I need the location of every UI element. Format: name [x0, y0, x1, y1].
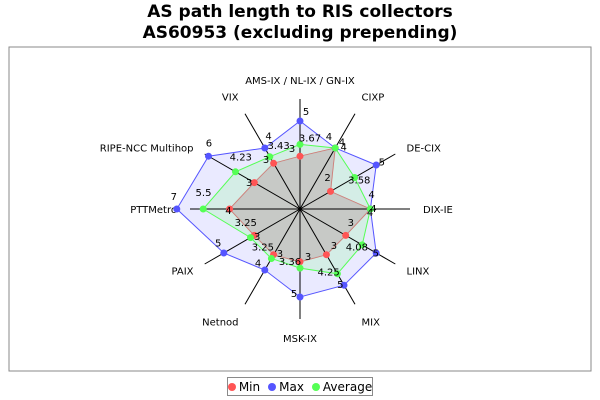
- average-value-label-ams-ix-nl-ix-gn-ix: 3.67: [299, 134, 321, 145]
- max-value-label-ripe-ncc-multihop: 6: [206, 139, 212, 150]
- average-point-netnod: [267, 255, 275, 262]
- average-point-pttmetro: [199, 205, 207, 213]
- max-value-label-netnod: 4: [255, 259, 261, 270]
- category-label-de-cix: DE-CIX: [407, 144, 442, 155]
- average-value-label-cixp: 4: [341, 142, 347, 153]
- category-label-ripe-ncc-multihop: RIPE-NCC Multihop: [100, 144, 194, 155]
- min-point-ripe-ncc-multihop: [250, 179, 258, 187]
- max-value-label-vix: 4: [265, 131, 271, 142]
- min-point-vix: [270, 159, 278, 167]
- axis-spoke-cixp: [299, 113, 356, 210]
- category-label-vix: VIX: [222, 93, 239, 104]
- min-value-label-cixp: 4: [326, 132, 332, 143]
- max-point-mix: [340, 281, 348, 289]
- max-value-label-paix: 5: [215, 238, 221, 249]
- category-label-cixp: CIXP: [362, 93, 385, 104]
- legend-swatch-max: [268, 382, 277, 391]
- legend-swatch-average: [311, 382, 320, 391]
- max-point-linx: [372, 249, 380, 257]
- max-value-label-de-cix: 5: [379, 158, 385, 169]
- average-value-label-pttmetro: 5.5: [196, 188, 212, 199]
- min-value-label-vix: 3: [263, 155, 269, 166]
- max-value-label-dix-ie: 4: [370, 204, 376, 215]
- axis-spoke-de-cix: [299, 153, 396, 210]
- legend-item-average: Average: [311, 379, 373, 394]
- average-point-dix-ie: [366, 205, 374, 213]
- average-point-ams-ix-nl-ix-gn-ix: [296, 140, 304, 148]
- max-value-label-ams-ix-nl-ix-gn-ix: 5: [303, 107, 309, 118]
- max-point-netnod: [261, 266, 269, 274]
- legend-label-max: Max: [279, 379, 304, 394]
- category-label-netnod: Netnod: [202, 318, 238, 329]
- min-point-ams-ix-nl-ix-gn-ix: [296, 152, 304, 160]
- category-label-pttmetro: PTTMetro: [130, 205, 177, 216]
- average-point-msk-ix: [296, 264, 304, 272]
- min-point-pttmetro: [226, 205, 234, 213]
- average-value-label-paix: 3.25: [235, 218, 257, 229]
- average-value-label-msk-ix: 3.36: [279, 257, 301, 268]
- chart-title: AS path length to RIS collectors: [147, 2, 453, 22]
- max-value-label-cixp: 4: [339, 137, 345, 148]
- average-point-mix: [333, 270, 341, 278]
- average-value-label-dix-ie: 4: [367, 208, 373, 219]
- legend-item-max: Max: [268, 380, 304, 394]
- average-point-de-cix: [351, 174, 359, 181]
- average-point-vix: [266, 153, 274, 161]
- min-value-label-msk-ix: 3: [305, 252, 311, 263]
- category-label-ams-ix-nl-ix-gn-ix: AMS-IX / NL-IX / GN-IX: [245, 76, 355, 87]
- category-label-paix: PAIX: [171, 267, 193, 278]
- max-point-ams-ix-nl-ix-gn-ix: [296, 117, 304, 125]
- average-value-label-netnod: 3.25: [252, 242, 274, 253]
- min-value-label-paix: 3: [254, 232, 260, 243]
- min-value-label-pttmetro: 4: [225, 206, 231, 217]
- min-point-mix: [322, 251, 330, 259]
- category-label-linx: LINX: [407, 267, 430, 278]
- average-value-label-de-cix: 3.58: [348, 175, 370, 186]
- min-value-label-ams-ix-nl-ix-gn-ix: 3: [289, 144, 295, 155]
- category-label-mix: MIX: [362, 318, 381, 329]
- min-value-label-dix-ie: 4: [368, 190, 374, 201]
- min-value-label-de-cix: 2: [324, 173, 330, 184]
- max-point-ripe-ncc-multihop: [205, 152, 212, 160]
- category-label-dix-ie: DIX-IE: [423, 205, 453, 216]
- max-value-label-pttmetro: 7: [171, 192, 177, 203]
- average-point-linx: [358, 241, 366, 249]
- chart-subtitle: AS60953 (excluding prepending): [142, 23, 458, 43]
- min-value-label-linx: 3: [348, 218, 354, 229]
- legend-label-min: Min: [238, 379, 261, 394]
- min-point-de-cix: [327, 187, 334, 195]
- max-point-vix: [261, 144, 269, 152]
- average-point-paix: [247, 234, 254, 242]
- min-point-linx: [342, 231, 350, 239]
- average-point-cixp: [331, 144, 339, 152]
- category-label-msk-ix: MSK-IX: [283, 334, 317, 345]
- max-value-label-linx: 5: [373, 249, 379, 260]
- max-point-paix: [220, 249, 228, 257]
- legend: Min Max Average: [227, 377, 373, 396]
- average-value-label-linx: 4.08: [346, 242, 368, 253]
- legend-item-min: Min: [227, 379, 261, 394]
- legend-label-average: Average: [322, 379, 373, 394]
- average-point-ripe-ncc-multihop: [232, 168, 239, 176]
- average-value-label-vix: 3.43: [267, 141, 289, 152]
- min-value-label-ripe-ncc-multihop: 3: [246, 178, 252, 189]
- min-value-label-netnod: 3: [277, 249, 283, 260]
- max-point-pttmetro: [173, 205, 181, 213]
- min-value-label-mix: 3: [331, 241, 337, 252]
- average-value-label-ripe-ncc-multihop: 4.23: [230, 152, 252, 163]
- max-value-label-msk-ix: 5: [291, 289, 297, 300]
- max-point-msk-ix: [296, 293, 304, 301]
- max-point-de-cix: [372, 161, 380, 169]
- max-value-label-mix: 5: [337, 280, 343, 291]
- legend-swatch-min: [227, 382, 236, 391]
- average-value-label-mix: 4.25: [317, 268, 339, 279]
